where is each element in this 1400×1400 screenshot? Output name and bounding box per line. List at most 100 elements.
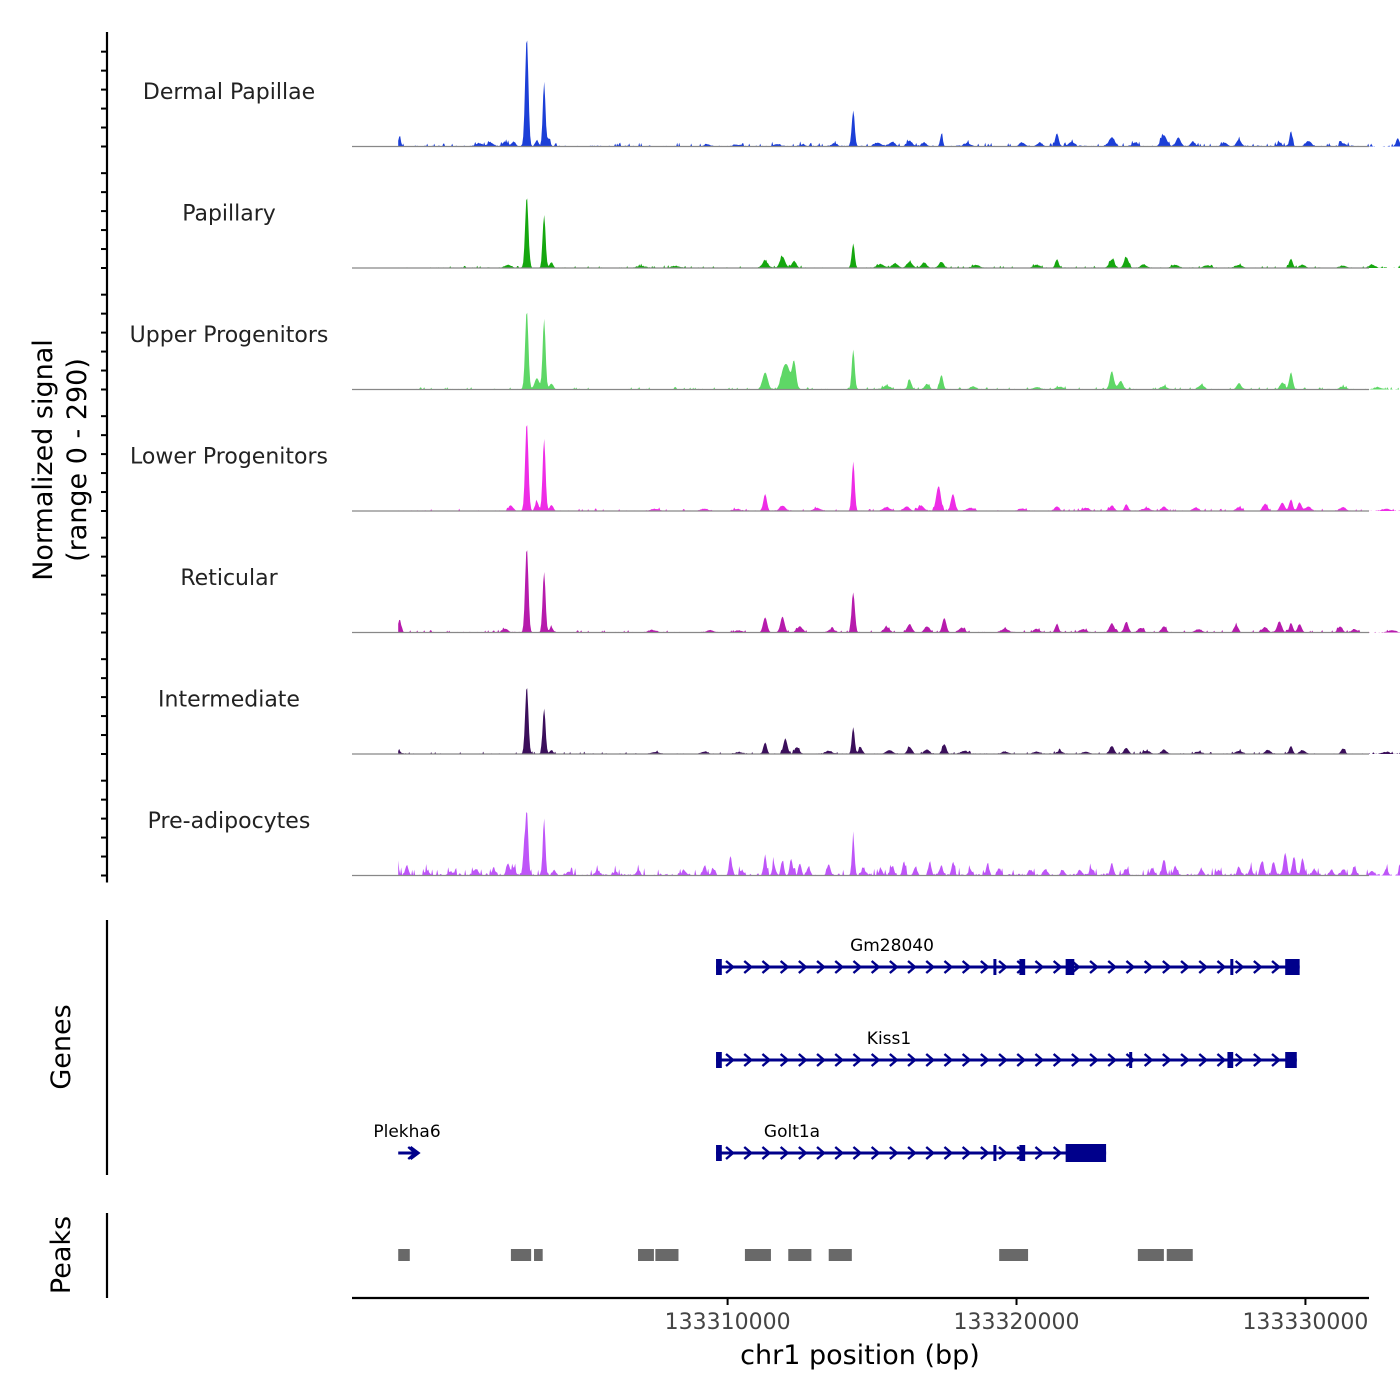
strand-arrow	[1052, 1053, 1063, 1067]
strand-arrow	[1234, 960, 1245, 974]
strand-arrow	[907, 1053, 917, 1067]
strand-arrow	[725, 960, 735, 974]
strand-arrow	[1234, 1053, 1245, 1067]
strand-arrow	[889, 1053, 899, 1067]
strand-arrow	[852, 1053, 863, 1067]
signal-y-axis	[101, 32, 109, 883]
peaks-label: Peaks	[46, 1216, 77, 1294]
strand-arrow	[1016, 1053, 1027, 1067]
signal-area	[398, 312, 1400, 390]
strand-arrow	[870, 1053, 881, 1067]
strand-arrow	[409, 1145, 421, 1161]
peak-region	[534, 1249, 543, 1261]
signal-area	[398, 40, 1400, 147]
strand-arrow	[980, 1146, 990, 1160]
gene-label: Golt1a	[764, 1122, 820, 1142]
gene-gm28040: Gm28040	[716, 936, 1300, 975]
exon	[993, 959, 997, 975]
strand-arrow	[1180, 1053, 1190, 1067]
strand-arrow	[1107, 1053, 1118, 1067]
strand-arrow	[816, 1146, 826, 1160]
x-axis-ticks: 133310000 133320000 133330000	[665, 1298, 1368, 1335]
track-label: Upper Progenitors	[130, 323, 329, 348]
strand-arrow	[852, 1146, 863, 1160]
exon	[1065, 1144, 1107, 1162]
gene-plekha6: Plekha6	[373, 1122, 441, 1161]
exon	[993, 1145, 997, 1161]
peak-region	[788, 1249, 812, 1261]
strand-arrow	[961, 1053, 972, 1067]
x-axis-label: chr1 position (bp)	[740, 1340, 980, 1371]
strand-arrow	[1034, 960, 1045, 974]
track-reticular: Reticular	[180, 550, 1400, 634]
strand-arrow	[779, 1146, 790, 1160]
exon	[1285, 959, 1300, 975]
gene-label: Kiss1	[867, 1029, 911, 1049]
signal-area	[398, 812, 1400, 876]
genes-label: Genes	[46, 1004, 77, 1089]
peak-track	[398, 1249, 1193, 1261]
strand-arrow	[852, 960, 863, 974]
strand-arrow	[743, 1053, 754, 1067]
track-intermediate: Intermediate	[158, 688, 1400, 755]
strand-arrow	[1125, 960, 1136, 974]
exon	[716, 1052, 722, 1068]
exon	[716, 959, 722, 975]
signal-area	[398, 688, 1400, 754]
strand-arrow	[761, 1053, 772, 1067]
strand-arrow	[1125, 1053, 1136, 1067]
gene-label: Gm28040	[850, 936, 934, 956]
strand-arrow	[1216, 960, 1227, 974]
strand-arrow	[925, 1053, 936, 1067]
peak-region	[828, 1249, 852, 1261]
strand-arrow	[1271, 1053, 1281, 1067]
x-tick-label: 133330000	[1242, 1310, 1368, 1335]
strand-arrow	[870, 960, 881, 974]
strand-arrow	[1253, 960, 1263, 974]
strand-arrow	[1089, 960, 1099, 974]
track-label: Dermal Papillae	[143, 80, 315, 105]
strand-arrow	[1034, 1146, 1045, 1160]
peak-region	[1137, 1249, 1164, 1261]
x-tick-label: 133320000	[954, 1310, 1080, 1335]
exon	[1019, 1145, 1026, 1161]
strand-arrow	[961, 1146, 972, 1160]
strand-arrow	[1198, 1053, 1209, 1067]
signal-area	[398, 198, 1400, 268]
strand-arrow	[1143, 1053, 1154, 1067]
strand-arrow	[1162, 960, 1172, 974]
gene-track: Gm28040 Kiss1 Golt1a Plekha6	[373, 936, 1300, 1162]
track-label: Intermediate	[158, 688, 300, 713]
track-papillary: Papillary	[182, 198, 1400, 269]
signal-area	[398, 550, 1400, 633]
track-upper-progenitors: Upper Progenitors	[130, 312, 1400, 391]
strand-arrow	[1271, 960, 1281, 974]
peak-region	[398, 1249, 410, 1261]
y-axis-sublabel: (range 0 - 290)	[62, 358, 93, 562]
signal-tracks: Dermal Papillae Papillary Upper Progenitor…	[130, 40, 1400, 877]
exon	[1019, 959, 1026, 975]
strand-arrow	[1071, 1053, 1081, 1067]
peak-region	[638, 1249, 654, 1261]
signal-area	[398, 425, 1400, 511]
gene-kiss1: Kiss1	[716, 1029, 1297, 1068]
strand-arrow	[943, 1146, 954, 1160]
gene-label: Plekha6	[373, 1122, 440, 1142]
strand-arrow	[1162, 1053, 1172, 1067]
strand-arrow	[1052, 960, 1063, 974]
peak-region	[510, 1249, 532, 1261]
strand-arrow	[1052, 1146, 1063, 1160]
strand-arrow	[761, 1146, 772, 1160]
strand-arrow	[761, 960, 772, 974]
track-lower-progenitors: Lower Progenitors	[130, 425, 1400, 512]
strand-arrow	[407, 1146, 418, 1160]
x-tick-label: 133310000	[665, 1310, 791, 1335]
track-label: Papillary	[182, 202, 276, 227]
strand-arrow	[889, 960, 899, 974]
strand-arrow	[725, 1053, 735, 1067]
gene-golt1a: Golt1a	[716, 1122, 1107, 1162]
strand-arrow	[889, 1146, 899, 1160]
strand-arrow	[1216, 1053, 1227, 1067]
strand-arrow	[816, 960, 826, 974]
